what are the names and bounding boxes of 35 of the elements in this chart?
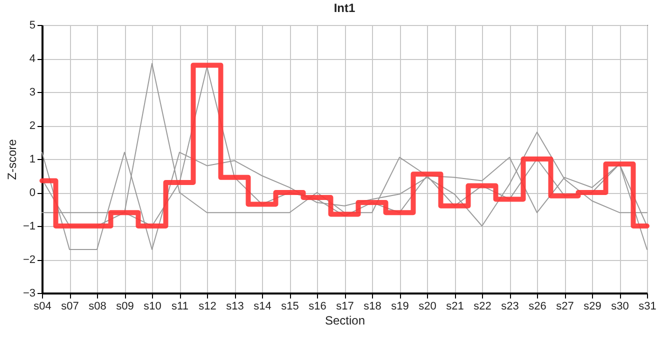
y-tick-label: 2 [29, 120, 36, 132]
x-tick-label: s11 [172, 300, 188, 312]
y-tick-label: −1 [22, 220, 36, 232]
x-tick-label: s18 [364, 300, 382, 312]
x-tick-label: s14 [254, 300, 272, 312]
x-tick-label: s17 [336, 300, 354, 312]
x-tick-label: s21 [446, 300, 464, 312]
x-tick-label: s31 [638, 300, 656, 312]
x-tick-label: s27 [556, 300, 574, 312]
y-tick-label: 5 [29, 20, 36, 32]
y-tick-label: −2 [22, 254, 36, 266]
x-tick-label: s13 [226, 300, 244, 312]
x-tick-label: s29 [584, 300, 602, 312]
x-tick-label: s09 [116, 300, 134, 312]
x-tick-label: s08 [88, 300, 106, 312]
y-tick-label: 3 [29, 86, 36, 98]
y-tick-label: 0 [29, 187, 36, 199]
chart-title: Int1 [334, 1, 356, 15]
x-tick-label: s26 [528, 300, 546, 312]
x-tick-label: s12 [198, 300, 216, 312]
x-tick-label: s07 [61, 300, 79, 312]
y-axis-title: Z-score [4, 138, 19, 180]
y-tick-label: −3 [22, 288, 36, 300]
x-tick-label: s20 [418, 300, 436, 312]
x-tick-label: s23 [501, 300, 519, 312]
x-axis-title: Section [324, 314, 366, 328]
x-tick-label: s19 [391, 300, 409, 312]
x-tick-label: s30 [611, 300, 629, 312]
x-tick-label: s16 [308, 300, 326, 312]
x-tick-label: s04 [34, 300, 52, 312]
x-tick-label: s10 [144, 300, 162, 312]
x-tick-label: s15 [281, 300, 299, 312]
x-tick-label: s22 [474, 300, 492, 312]
y-tick-label: 4 [29, 53, 36, 65]
y-tick-label: 1 [29, 154, 36, 166]
